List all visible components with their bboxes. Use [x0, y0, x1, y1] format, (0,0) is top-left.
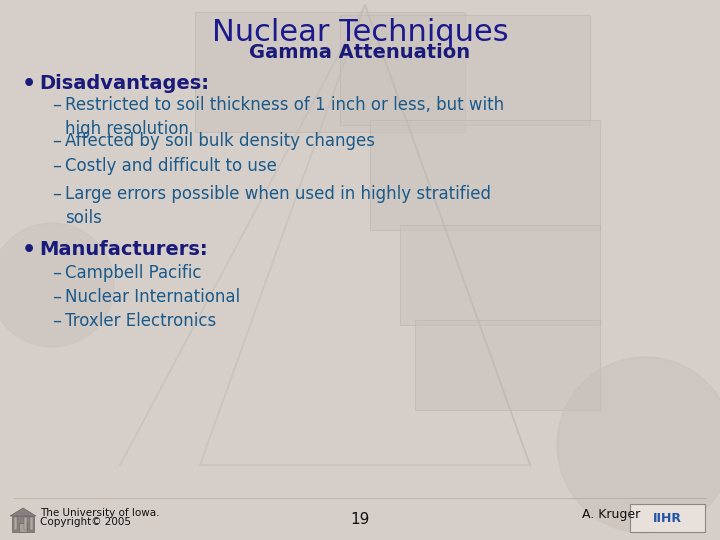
Text: IIHR: IIHR — [652, 511, 682, 524]
Text: Campbell Pacific: Campbell Pacific — [65, 264, 202, 282]
Circle shape — [557, 357, 720, 533]
Text: A. Kruger: A. Kruger — [582, 508, 640, 521]
Text: The University of Iowa.: The University of Iowa. — [40, 508, 160, 518]
FancyBboxPatch shape — [195, 12, 465, 132]
Text: Nuclear International: Nuclear International — [65, 288, 240, 306]
Text: –: – — [52, 157, 61, 175]
Bar — [630, 504, 705, 532]
FancyBboxPatch shape — [415, 320, 600, 410]
Bar — [24, 517, 27, 530]
Text: Manufacturers:: Manufacturers: — [39, 240, 207, 259]
Text: •: • — [22, 240, 36, 260]
Text: –: – — [52, 264, 61, 282]
Text: 19: 19 — [351, 512, 369, 527]
Circle shape — [0, 223, 114, 347]
FancyBboxPatch shape — [340, 15, 590, 125]
FancyBboxPatch shape — [400, 225, 600, 325]
Text: –: – — [52, 312, 61, 330]
Text: Restricted to soil thickness of 1 inch or less, but with
high resolution: Restricted to soil thickness of 1 inch o… — [65, 96, 504, 138]
Polygon shape — [10, 508, 36, 516]
Text: Large errors possible when used in highly stratified
soils: Large errors possible when used in highl… — [65, 185, 491, 227]
Bar — [14, 517, 17, 530]
Text: Troxler Electronics: Troxler Electronics — [65, 312, 216, 330]
Text: –: – — [52, 96, 61, 114]
Bar — [19, 523, 27, 532]
Text: –: – — [52, 288, 61, 306]
Text: •: • — [22, 74, 36, 94]
Text: –: – — [52, 185, 61, 203]
Text: Gamma Attenuation: Gamma Attenuation — [249, 43, 471, 62]
Text: Costly and difficult to use: Costly and difficult to use — [65, 157, 277, 175]
Text: Affected by soil bulk density changes: Affected by soil bulk density changes — [65, 132, 375, 150]
Text: Disadvantages:: Disadvantages: — [39, 74, 209, 93]
FancyBboxPatch shape — [370, 120, 600, 230]
Bar — [30, 517, 33, 530]
Text: –: – — [52, 132, 61, 150]
Text: Copyright© 2005: Copyright© 2005 — [40, 517, 131, 527]
Bar — [12, 516, 34, 532]
Text: Nuclear Techniques: Nuclear Techniques — [212, 18, 508, 47]
